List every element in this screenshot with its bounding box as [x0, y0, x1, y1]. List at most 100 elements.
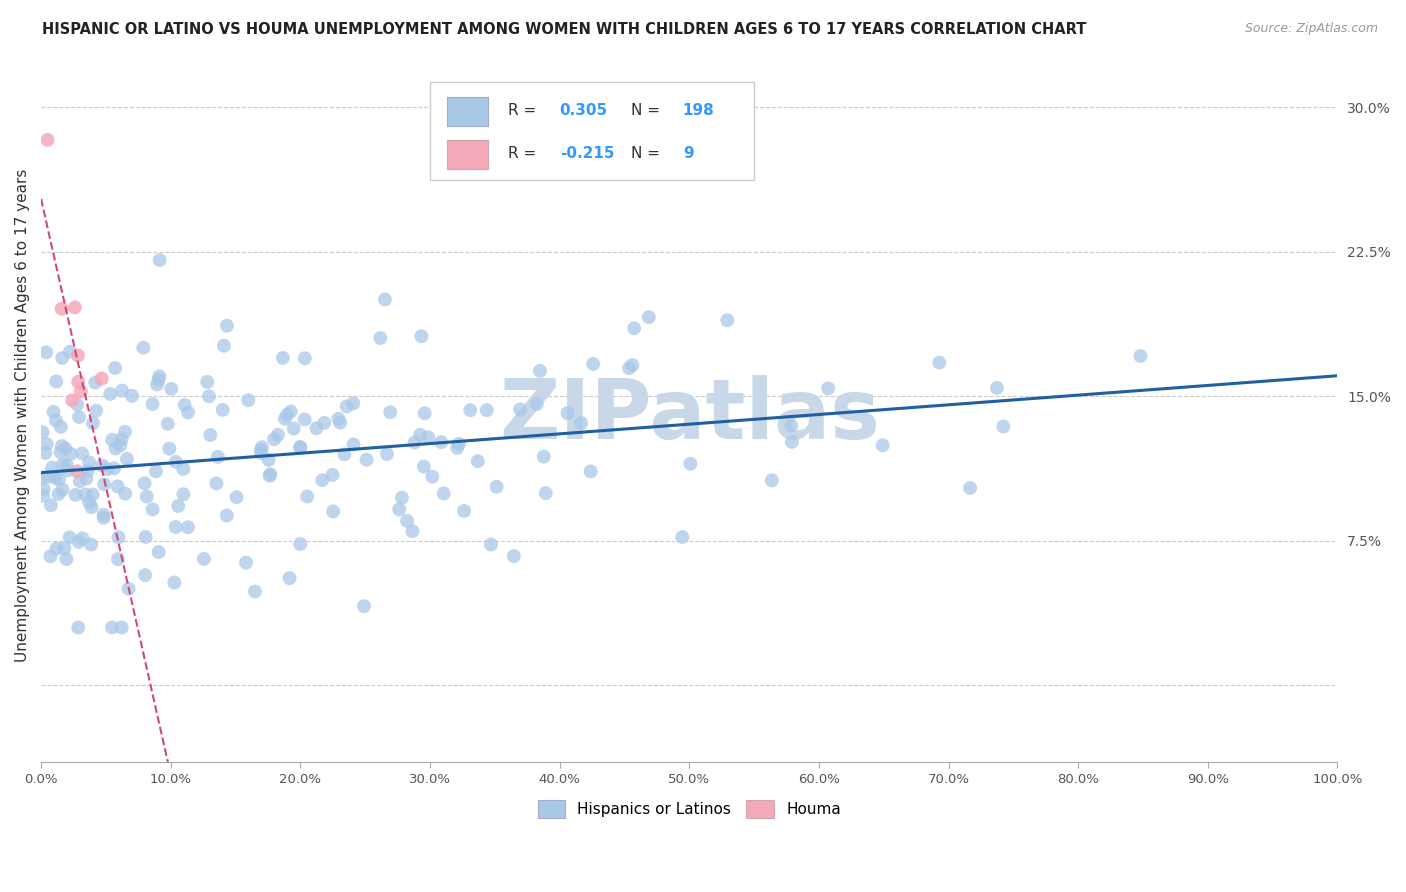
Point [35, 345, 58, 359]
Point [263, 432, 285, 446]
Point [114, 425, 136, 439]
Point [475, 403, 498, 417]
Point [31, 425, 53, 440]
Point [66, 348, 89, 362]
Point [39, 549, 62, 564]
Point [336, 400, 359, 414]
Point [56, 463, 79, 477]
Point [114, 486, 136, 500]
Point [135, 530, 157, 544]
Point [45, 375, 67, 389]
Point [75, 487, 97, 501]
Point [148, 373, 170, 387]
Point [314, 416, 336, 430]
Point [195, 375, 218, 389]
Point [526, 397, 548, 411]
Point [39, 499, 62, 513]
Point [135, 490, 157, 504]
Point [32, 489, 55, 503]
Point [117, 582, 139, 596]
Point [250, 440, 273, 454]
Point [76, 463, 98, 477]
Point [305, 421, 328, 435]
Point [215, 318, 238, 333]
Point [401, 524, 423, 539]
Point [55, 458, 77, 472]
Point [31, 471, 53, 485]
Point [322, 504, 344, 518]
Point [235, 556, 257, 570]
Point [502, 549, 524, 563]
Point [447, 436, 470, 450]
Point [295, 490, 318, 504]
Point [212, 339, 235, 353]
Point [37, 133, 59, 147]
Point [430, 435, 453, 450]
Point [761, 473, 783, 487]
Point [986, 381, 1008, 395]
Point [59, 344, 82, 359]
Text: -0.215: -0.215 [560, 146, 614, 161]
Point [148, 369, 170, 384]
Point [380, 405, 402, 419]
Point [267, 427, 290, 442]
Point [98, 387, 121, 401]
Point [579, 464, 602, 478]
Point [375, 447, 398, 461]
Point [290, 441, 312, 455]
Point [453, 504, 475, 518]
Point [413, 406, 436, 420]
Point [107, 530, 129, 544]
Point [111, 384, 134, 398]
Point [77, 495, 100, 509]
Point [418, 430, 440, 444]
Legend: Hispanics or Latinos, Houma: Hispanics or Latinos, Houma [531, 794, 846, 824]
Point [93, 510, 115, 524]
Point [288, 440, 311, 454]
Text: 0.305: 0.305 [560, 103, 607, 118]
Point [458, 403, 481, 417]
Point [67, 409, 90, 424]
Point [48, 487, 70, 501]
Point [70, 384, 93, 399]
Point [80, 537, 103, 551]
Point [167, 499, 190, 513]
Point [433, 486, 456, 500]
Point [353, 599, 375, 614]
Point [121, 389, 143, 403]
Point [356, 452, 378, 467]
Point [107, 552, 129, 566]
Point [257, 453, 280, 467]
Point [141, 397, 163, 411]
Point [101, 620, 124, 634]
Point [259, 467, 281, 482]
Point [67, 375, 90, 389]
Point [93, 508, 115, 522]
Point [51, 351, 73, 365]
Point [333, 447, 356, 461]
Point [41, 460, 63, 475]
Point [72, 531, 94, 545]
Point [55, 552, 77, 566]
Text: HISPANIC OR LATINO VS HOUMA UNEMPLOYMENT AMONG WOMEN WITH CHILDREN AGES 6 TO 17 : HISPANIC OR LATINO VS HOUMA UNEMPLOYMENT… [42, 22, 1087, 37]
Point [160, 382, 183, 396]
Point [467, 454, 489, 468]
Point [63, 301, 86, 315]
Point [411, 329, 433, 343]
Point [51, 439, 73, 453]
Point [342, 437, 364, 451]
Point [391, 491, 413, 505]
Point [75, 472, 97, 486]
Point [817, 381, 839, 395]
Point [60, 393, 83, 408]
Point [396, 514, 419, 528]
Point [249, 443, 271, 458]
Point [872, 438, 894, 452]
Point [77, 455, 100, 469]
Point [82, 416, 104, 430]
Text: 198: 198 [683, 103, 714, 118]
Point [679, 457, 702, 471]
Point [51, 483, 73, 497]
Point [623, 321, 645, 335]
Point [67, 620, 90, 634]
